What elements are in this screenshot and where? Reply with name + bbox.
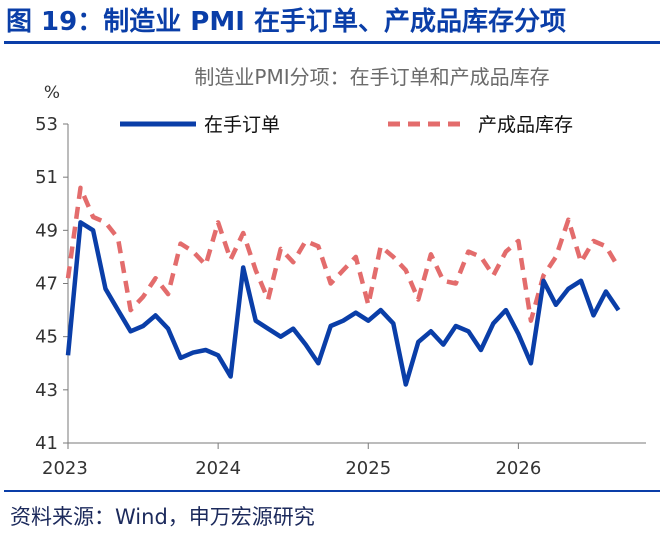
axes: 41 43 45 47 49 51 53 2023 2024 2025 2026	[35, 114, 646, 479]
x-tick-label: 2024	[195, 458, 241, 479]
y-tick-label: 51	[35, 167, 58, 188]
legend-label-inventory: 产成品库存	[478, 114, 573, 136]
x-tick-label: 2025	[345, 458, 391, 479]
legend-label-backlog: 在手订单	[204, 114, 280, 136]
title-rule	[4, 41, 660, 44]
line-chart: 制造业PMI分项：在手订单和产成品库存 % 在手订单 产成品库存 4143454…	[35, 65, 646, 479]
series-line-inventory	[65, 185, 621, 323]
y-tick-label: 43	[35, 380, 58, 401]
y-tick-label: 45	[35, 327, 58, 348]
source-note: 资料来源：Wind，申万宏源研究	[10, 505, 315, 529]
chart-title: 制造业PMI分项：在手订单和产成品库存	[194, 65, 549, 89]
y-tick-label: 47	[35, 274, 58, 295]
y-axis-unit-label: %	[44, 83, 60, 103]
x-tick-label: 2023	[42, 458, 88, 479]
y-tick-label: 41	[35, 433, 58, 454]
source-rule	[4, 490, 660, 492]
series-layer	[65, 185, 621, 387]
legend: 在手订单 产成品库存	[120, 114, 573, 136]
y-tick-label: 53	[35, 114, 58, 135]
y-tick-label: 49	[35, 220, 58, 241]
figure-title: 图 19：制造业 PMI 在手订单、产成品库存分项	[6, 7, 566, 37]
series-line-backlog	[65, 220, 621, 387]
x-tick-label: 2026	[495, 458, 541, 479]
